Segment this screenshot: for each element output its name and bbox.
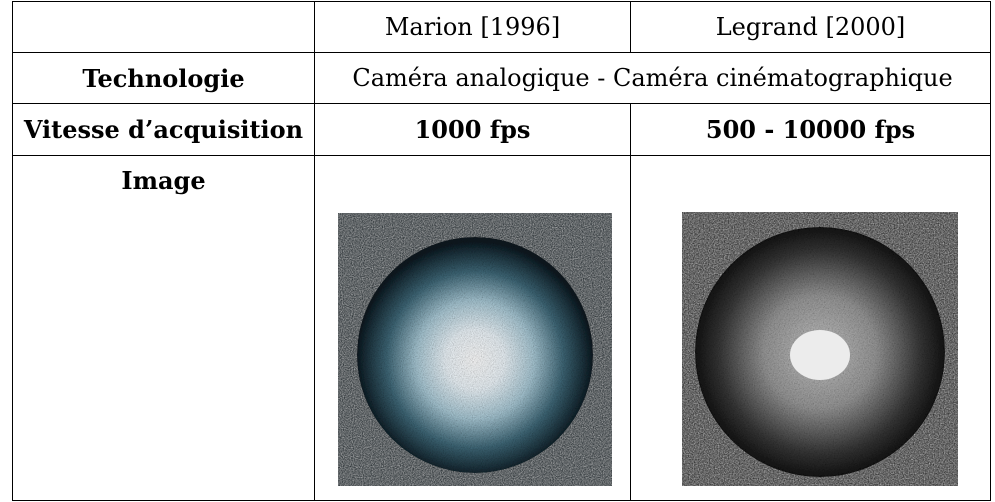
- cell: Caméra analogique - Caméra cinématograph…: [352, 64, 953, 92]
- rule: [12, 500, 991, 501]
- rule: [12, 1, 991, 2]
- rule: [630, 103, 631, 501]
- cell: 500 - 10000 fps: [705, 115, 916, 144]
- row-label: Technologie: [82, 63, 245, 93]
- rule: [314, 1, 315, 501]
- image-legrand: [682, 212, 958, 486]
- rule: [12, 103, 991, 104]
- column-header: Legrand [2000]: [715, 13, 906, 41]
- rule: [12, 155, 991, 156]
- rule: [12, 52, 991, 53]
- column-header: Marion [1996]: [384, 13, 561, 41]
- cell: 1000 fps: [414, 115, 531, 144]
- rule: [630, 1, 631, 53]
- row-label: Image: [121, 165, 206, 195]
- image-marion: [338, 213, 612, 486]
- row-label: Vitesse d’acquisition: [23, 115, 304, 144]
- rule: [990, 1, 991, 501]
- rule: [12, 1, 13, 501]
